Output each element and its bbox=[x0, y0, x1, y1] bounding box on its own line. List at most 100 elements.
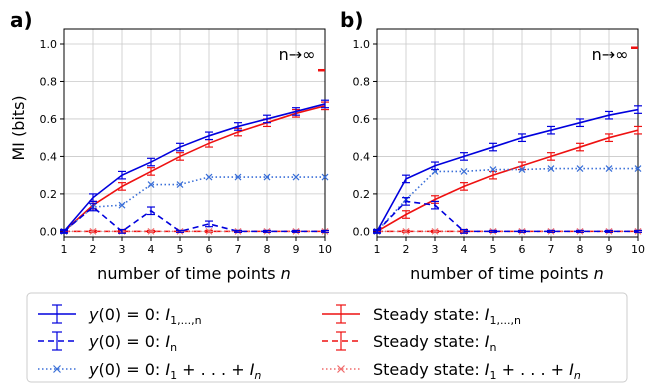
legend-entry-blue-dashed: y(0) = 0: In bbox=[38, 331, 177, 354]
data-point-x-marker bbox=[147, 227, 155, 235]
y-tick-label: 0.4 bbox=[353, 150, 371, 163]
x-tick-label: 6 bbox=[206, 243, 213, 256]
error-bar bbox=[518, 161, 526, 171]
data-point-x-marker bbox=[547, 165, 555, 173]
series-line-blue-solid bbox=[63, 103, 326, 232]
error-bar bbox=[431, 161, 439, 171]
data-point-x-marker bbox=[176, 181, 184, 188]
x-tick-label: 2 bbox=[403, 243, 410, 256]
legend-entry-red-dotted: Steady state: I1 + . . . + In bbox=[322, 360, 581, 382]
error-bar bbox=[176, 152, 184, 161]
error-bar bbox=[205, 220, 213, 228]
error-bar bbox=[234, 229, 242, 233]
series-line-blue-dotted bbox=[376, 167, 638, 232]
data-point-x-marker bbox=[605, 165, 613, 173]
error-bar bbox=[402, 210, 410, 219]
panel-a-label: a) bbox=[10, 8, 33, 32]
error-bar bbox=[205, 131, 213, 141]
data-point-x-marker bbox=[321, 173, 329, 181]
data-point-x-marker bbox=[460, 167, 468, 175]
legend-label: y(0) = 0: I1,...,n bbox=[88, 305, 202, 327]
panel-b: b) n→∞ number of time points n 1 2 3 4 5 6 7 8 9… bbox=[340, 8, 645, 283]
x-tick-label: 6 bbox=[519, 243, 526, 256]
y-axis-label: MI (bits) bbox=[9, 95, 28, 160]
y-tick-label: 0.0 bbox=[353, 225, 371, 238]
error-bar bbox=[176, 142, 184, 152]
axes-frame bbox=[63, 28, 326, 238]
error-bar bbox=[205, 138, 213, 148]
data-point-x-marker bbox=[89, 227, 97, 235]
legend-frame bbox=[26, 292, 628, 383]
error-bar bbox=[263, 229, 271, 233]
x-tick-label: 8 bbox=[264, 243, 271, 256]
x-tick-label: 4 bbox=[148, 243, 155, 256]
panel-b-label: b) bbox=[340, 8, 363, 32]
data-point-x-marker bbox=[234, 173, 242, 181]
data-point-x-marker bbox=[263, 173, 271, 181]
data-point-x-marker bbox=[518, 166, 526, 173]
panel-a: a) MI (bits) n→∞ number of time points n… bbox=[9, 8, 332, 283]
legend-label: Steady state: I1 + . . . + In bbox=[373, 360, 581, 382]
data-point-x-marker bbox=[205, 227, 213, 235]
series-line-blue-solid bbox=[376, 108, 639, 232]
series-line-blue-dashed bbox=[376, 200, 638, 233]
legend-label: y(0) = 0: I1 + . . . + In bbox=[88, 360, 261, 382]
error-bar bbox=[89, 202, 97, 212]
panel-a-x-axis-label: number of time points n bbox=[97, 264, 291, 283]
x-tick-label: 8 bbox=[577, 243, 584, 256]
error-bar bbox=[292, 229, 300, 233]
panel-a-limit-annotation: n→∞ bbox=[279, 45, 316, 64]
data-point-x-marker bbox=[147, 181, 155, 188]
y-tick-label: 0.6 bbox=[40, 113, 58, 126]
error-bar bbox=[605, 110, 613, 120]
error-bar bbox=[147, 206, 155, 216]
error-bar bbox=[634, 229, 642, 233]
error-bar bbox=[605, 133, 613, 143]
legend: y(0) = 0: I1,...,n Steady state: I1,...,n… bbox=[26, 292, 628, 383]
y-tick-label: 1.0 bbox=[40, 38, 58, 51]
x-tick-label: 10 bbox=[631, 243, 645, 256]
x-tick-label: 7 bbox=[548, 243, 555, 256]
x-tick-label: 1 bbox=[374, 243, 381, 256]
error-bar bbox=[460, 228, 468, 234]
error-bar bbox=[605, 229, 613, 233]
error-bar bbox=[547, 229, 555, 233]
x-tick-label: 3 bbox=[432, 243, 439, 256]
y-tick-label: 0.8 bbox=[40, 75, 58, 88]
error-bar bbox=[176, 229, 184, 233]
legend-label: Steady state: In bbox=[373, 332, 497, 354]
error-bar bbox=[547, 152, 555, 161]
error-bar bbox=[234, 122, 242, 131]
x-tick-label: 5 bbox=[490, 243, 497, 256]
panel-b-x-axis-label: number of time points n bbox=[410, 264, 604, 283]
error-bar bbox=[460, 152, 468, 161]
error-bar bbox=[321, 229, 329, 233]
series-line-blue-dotted bbox=[63, 176, 325, 232]
error-bar bbox=[118, 170, 126, 180]
legend-entry-blue-dotted: y(0) = 0: I1 + . . . + In bbox=[38, 360, 261, 382]
data-point-x-marker bbox=[402, 227, 410, 235]
data-point-x-marker bbox=[205, 173, 213, 181]
x-tick-label: 2 bbox=[90, 243, 97, 256]
error-bar bbox=[518, 133, 526, 143]
error-bar bbox=[263, 114, 271, 124]
error-bar bbox=[147, 167, 155, 176]
legend-label: Steady state: I1,...,n bbox=[373, 305, 521, 327]
error-bar bbox=[118, 182, 126, 191]
y-tick-label: 1.0 bbox=[353, 38, 371, 51]
error-bar bbox=[460, 182, 468, 191]
error-bar bbox=[431, 200, 439, 210]
series-line-red-solid bbox=[63, 105, 326, 232]
y-tick-label: 0.6 bbox=[353, 113, 371, 126]
legend-label: y(0) = 0: In bbox=[88, 332, 177, 354]
x-tick-label: 5 bbox=[177, 243, 184, 256]
y-tick-label: 0.4 bbox=[40, 150, 58, 163]
series-line-blue-dashed bbox=[63, 205, 325, 233]
error-bar bbox=[576, 118, 584, 128]
data-point-x-marker bbox=[634, 165, 642, 173]
error-bar bbox=[147, 157, 155, 167]
series-line-red-solid bbox=[376, 129, 639, 233]
error-bar bbox=[292, 107, 300, 116]
panel-b-limit-annotation: n→∞ bbox=[592, 45, 629, 64]
error-bar bbox=[634, 105, 642, 114]
